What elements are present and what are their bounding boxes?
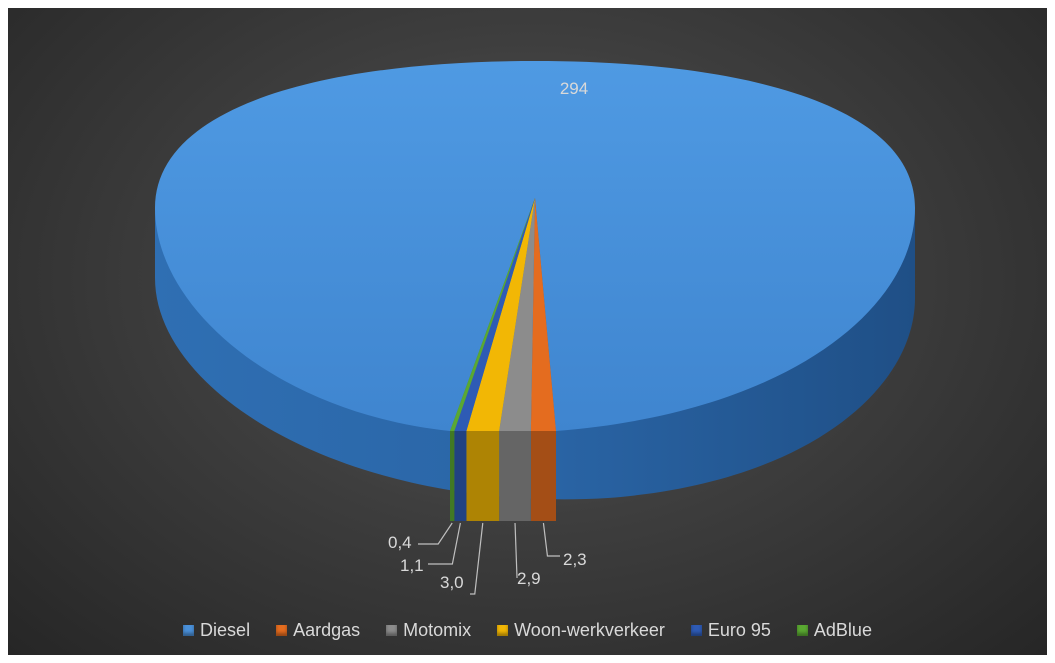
leader-line-motomix xyxy=(514,522,518,579)
pie-chart: 294 2,3 2,9 3,0 1,1 0,4 xyxy=(155,61,915,595)
legend-item-aardgas: Aardgas xyxy=(276,620,360,641)
wedge-front-woon-werkverkeer xyxy=(466,431,500,521)
legend-swatch-woon-werkverkeer xyxy=(497,625,509,636)
wedge-front-adblue xyxy=(450,431,455,521)
data-label-diesel: 294 xyxy=(560,79,588,98)
wedge-top-euro95 xyxy=(454,198,535,431)
data-label-euro95: 1,1 xyxy=(400,556,424,575)
leader-line-aardgas xyxy=(542,522,560,557)
diesel-top xyxy=(155,61,915,431)
data-label-adblue: 0,4 xyxy=(388,533,412,552)
wedge-top-woon-werkverkeer xyxy=(466,198,535,431)
legend-label-euro95: Euro 95 xyxy=(707,620,771,640)
wedge-top-aardgas xyxy=(530,198,556,431)
data-label-woon-werkverkeer: 3,0 xyxy=(440,573,464,592)
chart-legend: Diesel Aardgas Motomix Woon-werkverkeer … xyxy=(8,620,1047,641)
legend-swatch-motomix xyxy=(386,625,398,636)
data-label-aardgas: 2,3 xyxy=(563,550,587,569)
legend-label-diesel: Diesel xyxy=(200,620,251,640)
wedge-front-euro95 xyxy=(454,431,467,521)
leader-line-euro95 xyxy=(428,522,461,565)
wedge-front-aardgas xyxy=(530,431,556,521)
legend-label-woon-werkverkeer: Woon-werkverkeer xyxy=(514,620,665,640)
legend-item-diesel: Diesel xyxy=(183,620,250,641)
chart-area: 294 2,3 2,9 3,0 1,1 0,4 Diesel Aardgas M… xyxy=(8,8,1047,655)
legend-swatch-euro95 xyxy=(690,625,702,636)
leader-line-woon-werkverkeer xyxy=(470,522,484,595)
legend-label-adblue: AdBlue xyxy=(813,620,872,640)
legend-label-aardgas: Aardgas xyxy=(293,620,361,640)
wedge-front-motomix xyxy=(499,431,531,521)
wedge-top-adblue xyxy=(450,198,535,431)
legend-item-motomix: Motomix xyxy=(386,620,471,641)
data-label-motomix: 2,9 xyxy=(517,569,541,588)
leader-line-adblue xyxy=(418,522,453,545)
legend-item-adblue: AdBlue xyxy=(796,620,872,641)
legend-item-woon-werkverkeer: Woon-werkverkeer xyxy=(497,620,665,641)
wedge-top-motomix xyxy=(499,198,535,431)
legend-swatch-adblue xyxy=(796,625,808,636)
legend-swatch-diesel xyxy=(183,625,195,636)
legend-item-euro95: Euro 95 xyxy=(690,620,771,641)
legend-swatch-aardgas xyxy=(276,625,288,636)
legend-label-motomix: Motomix xyxy=(403,620,472,640)
